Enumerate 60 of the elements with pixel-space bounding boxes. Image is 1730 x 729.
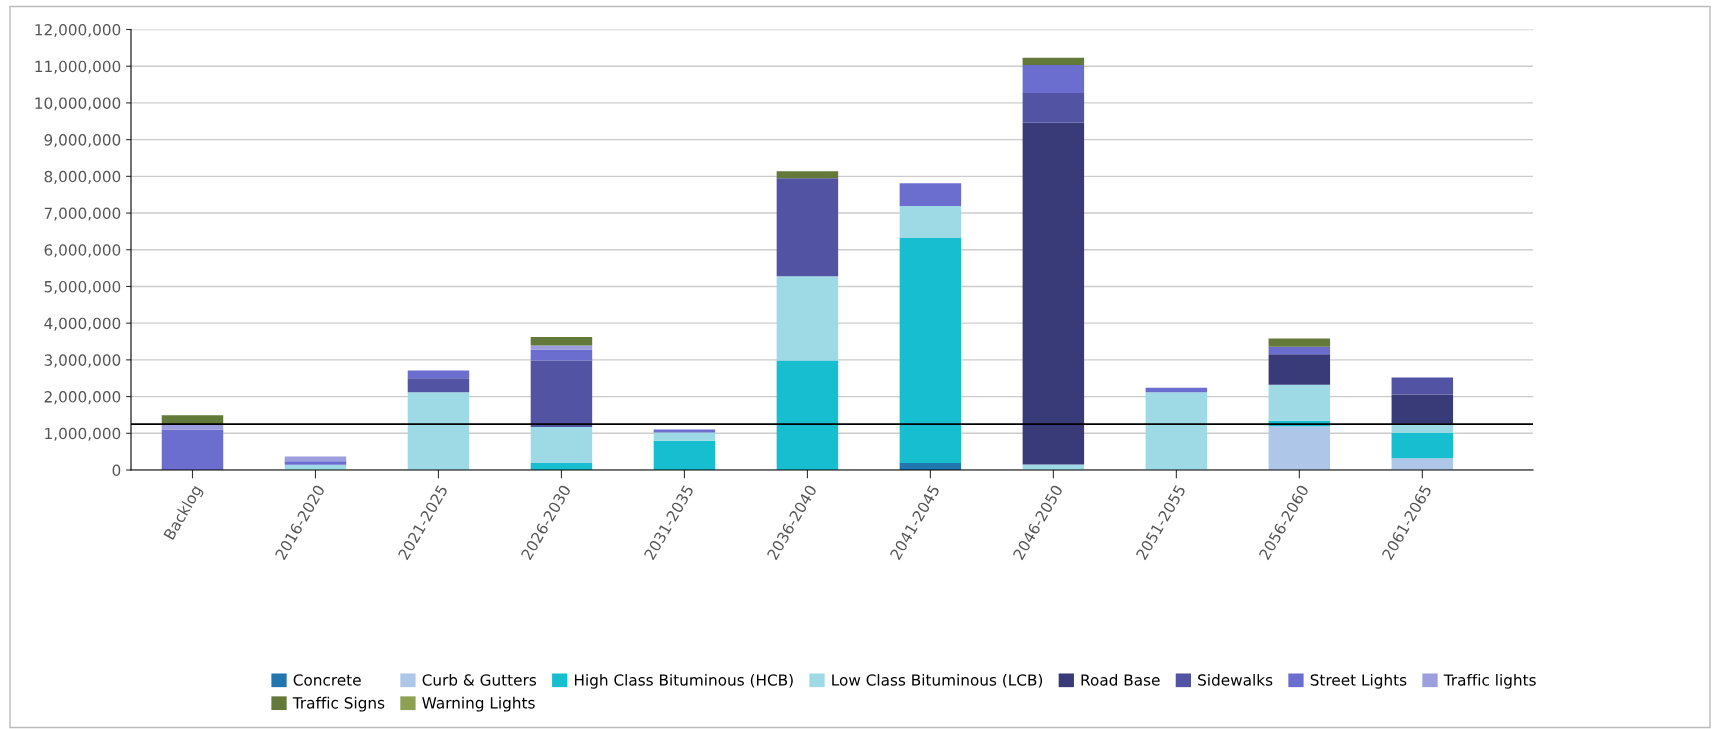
bar	[284, 456, 347, 462]
bar	[776, 178, 839, 277]
legend-label: Traffic lights	[1443, 673, 1536, 689]
y-tick-label: 3,000,000	[44, 354, 121, 368]
bar	[1391, 394, 1454, 424]
legend-label: High Class Bituminous (HCB)	[574, 673, 793, 689]
bar	[284, 461, 347, 465]
y-tick-label: 7,000,000	[44, 207, 121, 221]
y-tick-label: 4,000,000	[44, 317, 121, 331]
bar	[530, 427, 593, 464]
bar	[1391, 432, 1454, 459]
bar	[530, 349, 593, 361]
bar	[407, 392, 470, 470]
y-tick-label: 1,000,000	[45, 427, 121, 441]
legend-label: Curb & Gutters	[422, 673, 537, 686]
y-tick-label: 8,000,000	[44, 170, 121, 184]
bar	[1145, 392, 1208, 470]
bar	[776, 360, 839, 470]
y-tick-label: 9,000,000	[44, 134, 121, 148]
bar	[1022, 122, 1085, 465]
y-tick-label: 12,000,000	[35, 23, 121, 38]
legend-label: Sidewalks	[1198, 673, 1273, 686]
bar	[1391, 377, 1454, 395]
bar	[530, 337, 593, 346]
bar	[899, 206, 962, 238]
bar	[653, 429, 716, 433]
y-tick-label: 11,000,000	[35, 60, 121, 74]
bar	[653, 432, 716, 441]
bar	[1268, 346, 1331, 355]
bar	[1391, 458, 1454, 470]
bar	[776, 276, 839, 361]
bar	[653, 440, 716, 470]
legend-label: Street Lights	[1310, 673, 1407, 689]
bar	[161, 429, 224, 470]
legend-label: Road Base	[1081, 673, 1160, 686]
legend-label: Traffic Signs	[292, 696, 385, 712]
bar	[1022, 93, 1085, 123]
legend-label: Warning Lights	[422, 696, 535, 712]
bar	[1268, 354, 1331, 385]
bar	[776, 171, 839, 179]
bar	[1022, 65, 1085, 94]
bar	[1022, 464, 1085, 470]
bar	[1268, 384, 1331, 421]
bar	[530, 360, 593, 428]
bar	[407, 370, 470, 379]
legend-label: Low Class Bituminous (LCB)	[832, 673, 1043, 688]
y-tick-label: 5,000,000	[44, 280, 121, 295]
bar	[1145, 387, 1208, 393]
bar	[1022, 57, 1085, 66]
y-tick-label: 0	[112, 464, 121, 477]
bar	[899, 183, 962, 207]
bar	[407, 378, 470, 393]
bar	[899, 238, 962, 464]
legend-label: Concrete	[293, 674, 361, 686]
bar	[530, 345, 593, 350]
y-tick-label: 2,000,000	[44, 391, 121, 405]
y-tick-label: 10,000,000	[35, 97, 121, 111]
bar	[1268, 338, 1331, 347]
bar	[1268, 426, 1331, 470]
y-tick-label: 6,000,000	[44, 244, 121, 258]
